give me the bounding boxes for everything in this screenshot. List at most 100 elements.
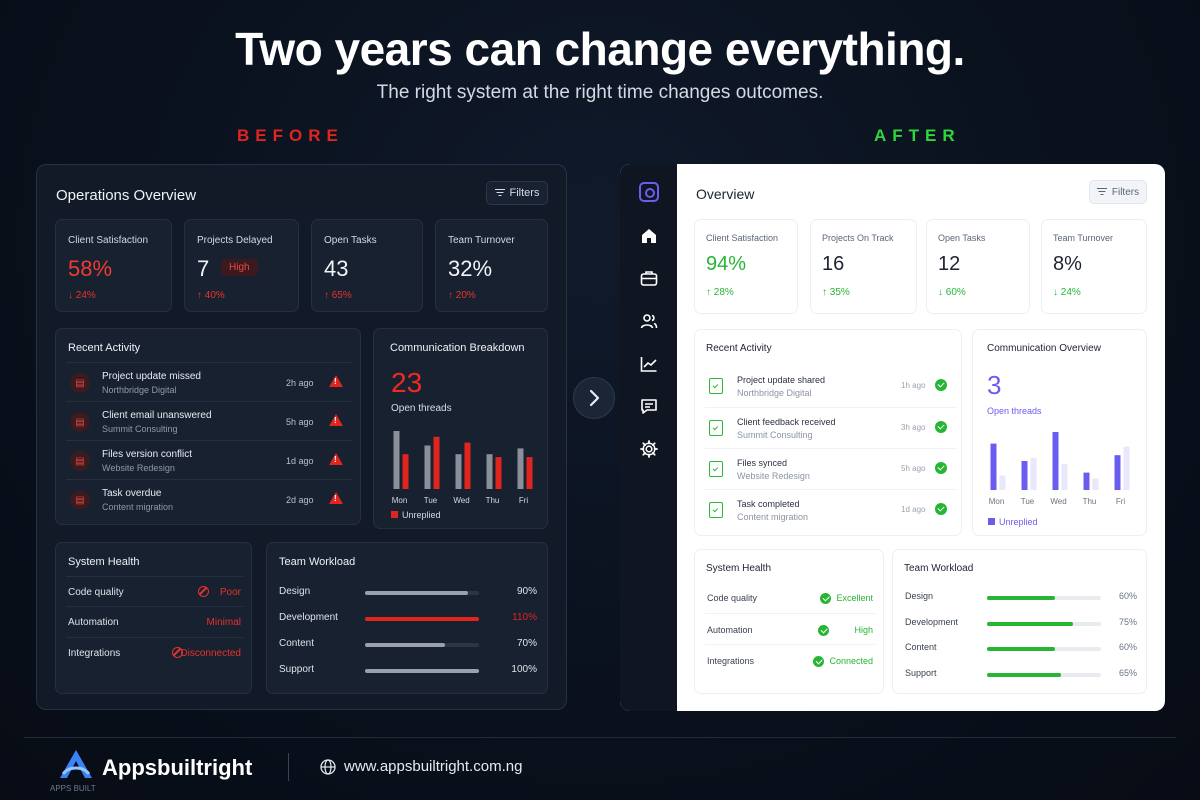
list-item[interactable]: Project update shared Northbridge Digita…: [705, 366, 957, 406]
list-item[interactable]: Files synced Website Redesign 5h ago: [705, 448, 957, 488]
chart-icon[interactable]: [639, 354, 659, 374]
stat-value: 8%: [1053, 253, 1082, 275]
chart-bar: [464, 442, 471, 489]
stat-change: ↑ 40%: [197, 290, 225, 301]
workload-value: 65%: [1118, 667, 1137, 678]
list-item[interactable]: Client feedback received Summit Consulti…: [705, 407, 957, 447]
workload-bar-track: [365, 643, 479, 647]
chart-bar: [424, 445, 431, 489]
briefcase-icon[interactable]: [639, 268, 659, 288]
next-arrow-button[interactable]: [573, 377, 615, 419]
file-conflict-icon: ▤: [70, 451, 90, 471]
communication-chart: Mon Tue Wed Thu Fri: [392, 431, 533, 504]
health-row: Code quality Excellent: [705, 582, 875, 613]
website-link[interactable]: www.appsbuiltright.com.ng: [344, 758, 523, 775]
communication-chart: Mon Tue Wed Thu Fri: [989, 432, 1130, 506]
users-icon[interactable]: [639, 311, 659, 331]
chart-bar: [1083, 472, 1090, 490]
list-item[interactable]: ▤ Client email unanswered Summit Consult…: [66, 401, 352, 439]
activity-subtitle: Summit Consulting: [737, 430, 813, 440]
stat-card-team-turnover: Team Turnover 8% ↓ 24%: [1041, 219, 1147, 314]
after-label: AFTER: [874, 126, 961, 145]
section-title: System Health: [706, 563, 772, 574]
activity-time: 2h ago: [286, 378, 314, 388]
health-row: Integrations Connected: [705, 644, 875, 675]
chart-bar: [486, 454, 493, 489]
stat-label: Open Tasks: [938, 233, 986, 243]
workload-name: Content: [905, 642, 937, 652]
workload-value: 70%: [516, 638, 537, 649]
file-check-icon: [709, 461, 723, 477]
activity-subtitle: Northbridge Digital: [102, 385, 177, 395]
filters-button[interactable]: Filters: [486, 181, 548, 205]
stat-change: ↓ 24%: [68, 290, 96, 301]
workload-value: 90%: [516, 586, 537, 597]
section-title: Communication Breakdown: [390, 342, 525, 354]
stat-value: 16: [822, 253, 845, 275]
health-name: Code quality: [68, 587, 124, 598]
activity-time: 5h ago: [901, 464, 926, 473]
activity-subtitle: Content migration: [102, 502, 174, 512]
health-row: Integrations Disconnected: [66, 637, 243, 667]
list-item[interactable]: ▤ Task overdue Content migration 2d ago …: [66, 479, 352, 517]
workload-row: Development 75%: [905, 614, 1137, 634]
health-name: Code quality: [707, 593, 758, 603]
list-item[interactable]: Task completed Content migration 1d ago: [705, 489, 957, 529]
system-health-card: System Health Code quality Excellent Aut…: [694, 549, 884, 694]
logo-icon[interactable]: [639, 182, 659, 202]
footer-separator: [288, 753, 289, 781]
workload-value: 100%: [511, 664, 537, 675]
workload-bar-fill: [365, 669, 479, 673]
filters-button[interactable]: Filters: [1089, 180, 1147, 204]
health-value: Connected: [829, 656, 873, 666]
workload-bar-fill: [987, 672, 1062, 677]
workload-row: Content 60%: [905, 639, 1137, 659]
activity-subtitle: Website Redesign: [102, 463, 175, 473]
file-alert-icon: ▤: [70, 373, 90, 393]
brand-name: Appsbuiltright: [102, 755, 253, 780]
workload-name: Design: [905, 591, 934, 601]
workload-row: Support 100%: [279, 661, 537, 681]
filter-icon: [1096, 188, 1107, 196]
globe-icon: [320, 759, 336, 775]
legend-label: Unreplied: [999, 517, 1038, 527]
list-item[interactable]: ▤ Files version conflict Website Redesig…: [66, 440, 352, 478]
list-item[interactable]: ▤ Project update missed Northbridge Digi…: [66, 362, 352, 400]
health-row: Code quality Poor: [66, 576, 243, 606]
settings-icon[interactable]: [639, 439, 659, 459]
section-title: Recent Activity: [68, 342, 141, 354]
legend-swatch: [988, 518, 995, 525]
stat-card-open-tasks: Open Tasks 12 ↓ 60%: [926, 219, 1030, 314]
message-icon[interactable]: [639, 396, 659, 416]
workload-bar-fill: [987, 647, 1056, 651]
health-value: Poor: [219, 587, 241, 598]
footer-divider: [24, 737, 1176, 738]
brand-caption: APPS BUILT: [50, 784, 96, 793]
chart-bar: [1114, 455, 1121, 490]
stat-label: Projects On Track: [822, 233, 894, 243]
stat-label: Client Satisfaction: [706, 233, 779, 243]
health-name: Automation: [68, 617, 119, 628]
home-icon[interactable]: [639, 226, 659, 246]
activity-subtitle: Website Redesign: [737, 471, 810, 481]
chart-tick-label: Mon: [989, 497, 1005, 506]
stat-value: 43: [324, 256, 349, 281]
chart-bar: [1061, 463, 1068, 490]
stat-change: ↓ 24%: [1053, 287, 1081, 298]
health-value: Minimal: [206, 617, 241, 628]
workload-bar-track: [987, 647, 1101, 651]
activity-subtitle: Summit Consulting: [102, 424, 178, 434]
workload-value: 60%: [1118, 591, 1137, 601]
chart-tick-label: Tue: [1021, 497, 1035, 506]
chart-bar: [1123, 446, 1130, 490]
stat-label: Team Turnover: [1053, 233, 1114, 243]
activity-time: 1d ago: [901, 505, 926, 514]
team-workload-card: Team Workload Design 90% Development 110% Co…: [266, 542, 548, 694]
health-name: Automation: [707, 625, 753, 635]
stat-value: 7: [197, 256, 210, 281]
stat-change: ↑ 28%: [706, 287, 734, 298]
open-threads-count: 3: [987, 370, 1002, 400]
activity-title: Client email unanswered: [102, 410, 212, 421]
chart-bar: [990, 443, 997, 490]
stat-value: 12: [938, 253, 961, 275]
